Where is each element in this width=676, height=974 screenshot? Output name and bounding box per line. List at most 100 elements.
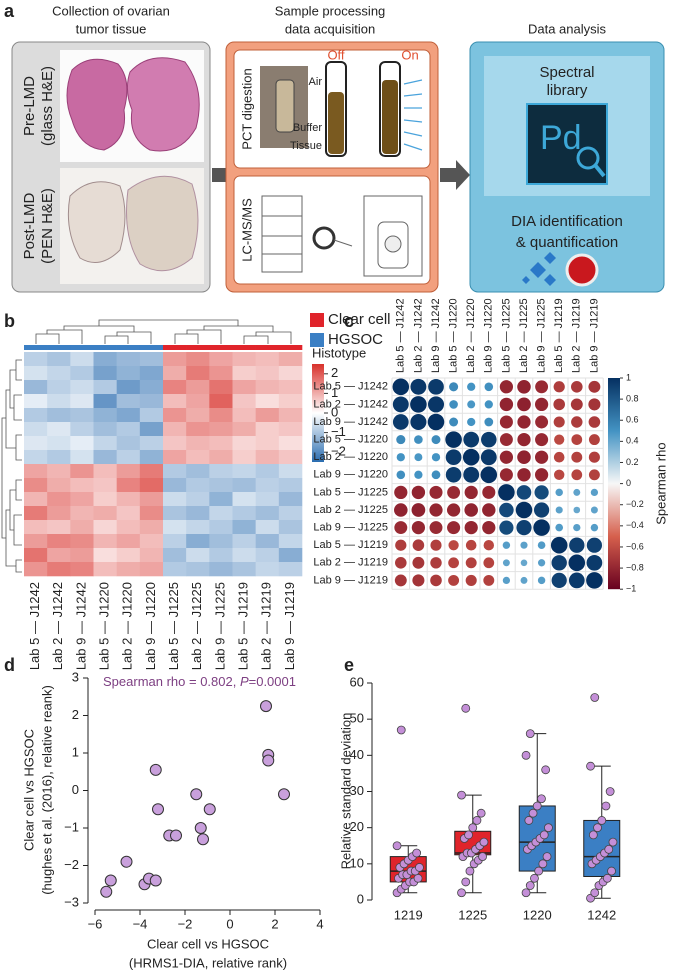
histotype-bar (139, 345, 164, 350)
correlation-circle (555, 488, 563, 497)
point (197, 833, 209, 846)
heatmap-cell (278, 506, 303, 521)
heatmap-cell (24, 492, 48, 507)
correlation-circle (484, 400, 493, 409)
heatmap-cell (255, 422, 280, 437)
correlation-circle (553, 451, 565, 463)
correlation-circle (462, 448, 480, 466)
correlation-circle (517, 397, 531, 412)
heatmap-cell (47, 450, 71, 465)
y-tick-label: Lab 5 — J1242 (313, 381, 388, 393)
step-label: LC-MS/MS (239, 198, 254, 262)
correlation-circle (411, 520, 426, 535)
heatmap-cell (186, 380, 210, 395)
point (534, 866, 544, 876)
heatmap-cell (139, 534, 164, 549)
correlation-circle (499, 415, 513, 429)
heatmap-cell (163, 520, 187, 535)
heatmap-cell (47, 436, 71, 451)
heatmap-cell (93, 422, 117, 437)
histotype-bar (209, 345, 233, 350)
y-tick-label: Lab 9 — J1220 (313, 469, 388, 481)
heatmap-cell (116, 478, 141, 493)
correlation-circle (396, 453, 405, 462)
heatmap-cell (163, 422, 187, 437)
heatmap-cell (163, 534, 187, 549)
point (468, 823, 478, 833)
heatmap-cell (70, 492, 94, 507)
heatmap-cell (278, 366, 303, 381)
y-tick-label: Lab 5 — J1220 (313, 434, 388, 446)
correlation-circle (588, 416, 601, 428)
point (120, 855, 133, 868)
heatmap-cell (232, 478, 256, 493)
y-tick-label: 50 (350, 711, 364, 726)
heatmap-cell (209, 548, 233, 563)
y-tick-label: Lab 2 — J1220 (313, 451, 388, 463)
y-tick-label: 1 (72, 744, 79, 759)
point (465, 866, 475, 876)
heatmap-cell (255, 366, 280, 381)
correlation-circle (484, 417, 494, 427)
heatmap-cell (209, 478, 233, 493)
correlation-circle (520, 541, 528, 549)
row-label: (glass H&E) (39, 66, 56, 146)
heatmap-cell (186, 534, 210, 549)
histotype-bar (47, 345, 71, 350)
heatmap-cell (232, 520, 256, 535)
correlation-circle (573, 506, 581, 514)
point (530, 873, 539, 883)
heatmap-cell (163, 380, 187, 395)
correlation-circle (448, 574, 460, 586)
correlation-circle (429, 521, 443, 535)
correlation-circle (427, 413, 445, 431)
tube-photo (275, 79, 295, 133)
correlation-circle (534, 450, 549, 464)
heatmap-cell (47, 548, 71, 563)
pressure-arrows (403, 79, 423, 151)
point (100, 885, 113, 898)
tube-label: Tissue (290, 140, 322, 152)
correlation-circle (464, 520, 478, 535)
correlation-circle (517, 450, 531, 464)
correlation-circle (395, 557, 407, 569)
heatmap-cell (24, 520, 48, 535)
legend-label: Clear cell (328, 311, 391, 328)
correlation-circle (554, 434, 565, 445)
heatmap-cell (139, 506, 164, 521)
heatmap-cell (209, 492, 233, 507)
y-tick-label: Lab 9 — J1242 (313, 416, 388, 428)
heatmap-cell (93, 366, 117, 381)
heatmap-cell (24, 352, 48, 367)
y-tick-label: 2 (72, 707, 79, 722)
correlation-circle (520, 559, 528, 567)
heatmap-cell (209, 506, 233, 521)
heatmap-cell (70, 478, 94, 493)
heatmap-cell (24, 450, 48, 465)
correlation-circle (568, 572, 585, 589)
correlation-circle (537, 541, 546, 550)
correlation-circle (447, 485, 461, 499)
correlation-circle (431, 453, 441, 462)
heatmap-cell (93, 492, 117, 507)
correlation-circle (573, 488, 581, 496)
heatmap-cell (93, 534, 117, 549)
point (472, 816, 482, 825)
heatmap-cell (255, 352, 280, 367)
point (464, 830, 473, 840)
colorbar (312, 364, 324, 462)
correlation-circle (410, 413, 427, 431)
point (521, 750, 531, 760)
heatmap-cell (70, 366, 94, 381)
correlation-circle (517, 415, 531, 429)
correlation-circle (430, 539, 442, 551)
correlation-circle (465, 557, 477, 569)
arrow (440, 160, 470, 190)
correlation-circle (571, 469, 583, 481)
x-tick-label: Lab 5 — J1219 (236, 582, 251, 670)
x-tick-label: Lab 5 — J1225 (500, 298, 512, 373)
heatmap-cell (186, 478, 210, 493)
colorbar-tick-label: −1 (331, 424, 346, 439)
heatmap-cell (116, 506, 141, 521)
